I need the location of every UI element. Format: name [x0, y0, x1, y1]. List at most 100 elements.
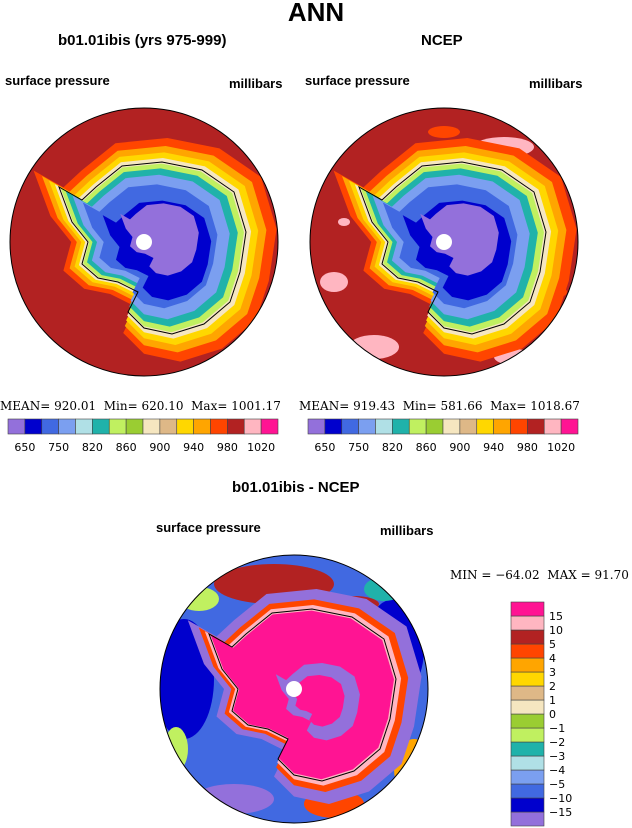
pole-marker: [286, 681, 302, 697]
max-value: 91.70: [594, 568, 629, 582]
colorbar-tick-label: 10: [549, 624, 563, 637]
panel1-right-label: millibars: [229, 76, 283, 91]
colorbar-tick-label: 650: [14, 441, 35, 454]
colorbar-tick-label: 750: [348, 441, 369, 454]
colorbar-swatch: [341, 418, 359, 435]
colorbar-swatch: [510, 418, 528, 435]
colorbar-swatch: [260, 418, 279, 435]
colorbar-tick-label: 1020: [547, 441, 575, 454]
colorbar-tick-label: 650: [314, 441, 335, 454]
map-contours: [160, 555, 428, 823]
colorbar-swatch: [527, 418, 545, 435]
colorbar-tick-label: 0: [549, 708, 556, 721]
colorbar-swatch: [193, 418, 211, 435]
colorbar-swatch: [510, 629, 545, 645]
contour-fill-level: [120, 203, 199, 276]
colorbar-swatch: [108, 418, 127, 435]
colorbar-tick-label: 900: [149, 441, 170, 454]
colorbar-tick-label: 15: [549, 610, 563, 623]
pole-marker: [436, 234, 452, 250]
map-boundary: [159, 554, 429, 824]
colorbar-swatch: [510, 811, 545, 827]
colorbar-2: 650 750 820 860 900 940 980 1020: [307, 418, 579, 454]
colorbar-tick-label: 750: [48, 441, 69, 454]
colorbar-tick-label: 2: [549, 680, 556, 693]
max-value: 1001.17: [231, 399, 281, 413]
map-panel-1: [9, 107, 279, 377]
colorbar-tick-label: 3: [549, 666, 556, 679]
mean-value: 920.01: [54, 399, 97, 413]
coastline: [208, 608, 397, 782]
colorbar-tick-label: −1: [549, 722, 565, 735]
contour-fill-blob: [194, 784, 274, 814]
colorbar-swatch: [543, 418, 562, 435]
coastline: [58, 161, 247, 335]
colorbar-swatch: [510, 797, 545, 813]
colorbar-swatch: [227, 418, 245, 435]
max-label: MAX =: [547, 568, 591, 582]
map-contours: [10, 108, 278, 376]
colorbar-tick-label: −3: [549, 750, 565, 763]
colorbar-tick-label: 860: [116, 441, 137, 454]
mean-label: MEAN=: [299, 399, 350, 413]
min-value: 581.66: [440, 399, 483, 413]
colorbar-swatch: [510, 601, 545, 617]
colorbar-swatch: [476, 418, 494, 435]
colorbar-tick-label: 980: [517, 441, 538, 454]
contour-fill-blob: [338, 218, 350, 226]
mean-value: 919.43: [353, 399, 396, 413]
colorbar-swatch: [510, 671, 545, 687]
min-label: Min=: [103, 399, 138, 413]
panel1-stats: MEAN= 920.01 Min= 620.10 Max= 1001.17: [0, 399, 281, 413]
colorbar-tick-label: 5: [549, 638, 556, 651]
colorbar-tick-label: −10: [549, 792, 572, 805]
max-label: Max=: [490, 399, 527, 413]
contour-fill-blob: [349, 335, 399, 359]
colorbar-swatch: [75, 418, 93, 435]
panel3-stats: MIN = −64.02 MAX = 91.70: [450, 568, 629, 582]
colorbar-swatch: [560, 418, 579, 435]
colorbar-swatch: [92, 418, 110, 435]
contour-fill-blob: [179, 587, 219, 611]
colorbar-swatch: [41, 418, 59, 435]
colorbar-swatch: [392, 418, 410, 435]
map-boundary: [309, 107, 579, 377]
colorbar-swatch: [459, 418, 478, 435]
min-label: MIN =: [450, 568, 492, 582]
colorbar-swatch: [510, 643, 545, 659]
pole-marker: [136, 234, 152, 250]
contour-fill-level: [288, 675, 345, 727]
colorbar-swatch: [243, 418, 262, 435]
panel2-left-label: surface pressure: [305, 73, 410, 88]
panel2-title: NCEP: [421, 32, 463, 49]
map-boundary: [9, 107, 279, 377]
colorbar-swatch: [375, 418, 393, 435]
colorbar-tick-label: 4: [549, 652, 556, 665]
panel3-title: b01.01ibis - NCEP: [232, 479, 360, 496]
colorbar-tick-label: 900: [449, 441, 470, 454]
max-value: 1018.67: [530, 399, 580, 413]
colorbar-swatch: [510, 741, 545, 757]
panel1-left-label: surface pressure: [5, 73, 110, 88]
panel2-right-label: millibars: [529, 76, 583, 91]
colorbar-swatch: [408, 418, 427, 435]
colorbar-swatch: [510, 699, 545, 715]
colorbar-tick-label: −15: [549, 806, 572, 819]
min-value: −64.02: [495, 568, 540, 582]
coastline: [358, 161, 547, 335]
colorbar-swatch: [24, 418, 43, 435]
colorbar-tick-label: 860: [416, 441, 437, 454]
colorbar-swatch: [510, 769, 545, 785]
colorbar-swatch: [510, 727, 545, 743]
colorbar-swatch: [142, 418, 161, 435]
colorbar-swatch: [58, 418, 76, 435]
colorbar-swatch: [324, 418, 343, 435]
contour-fill-blob: [320, 272, 348, 292]
colorbar-tick-label: 1020: [247, 441, 275, 454]
colorbar-swatch: [510, 783, 545, 799]
colorbar-tick-label: 820: [382, 441, 403, 454]
colorbar-tick-label: 980: [217, 441, 238, 454]
colorbar-tick-label: 940: [183, 441, 204, 454]
